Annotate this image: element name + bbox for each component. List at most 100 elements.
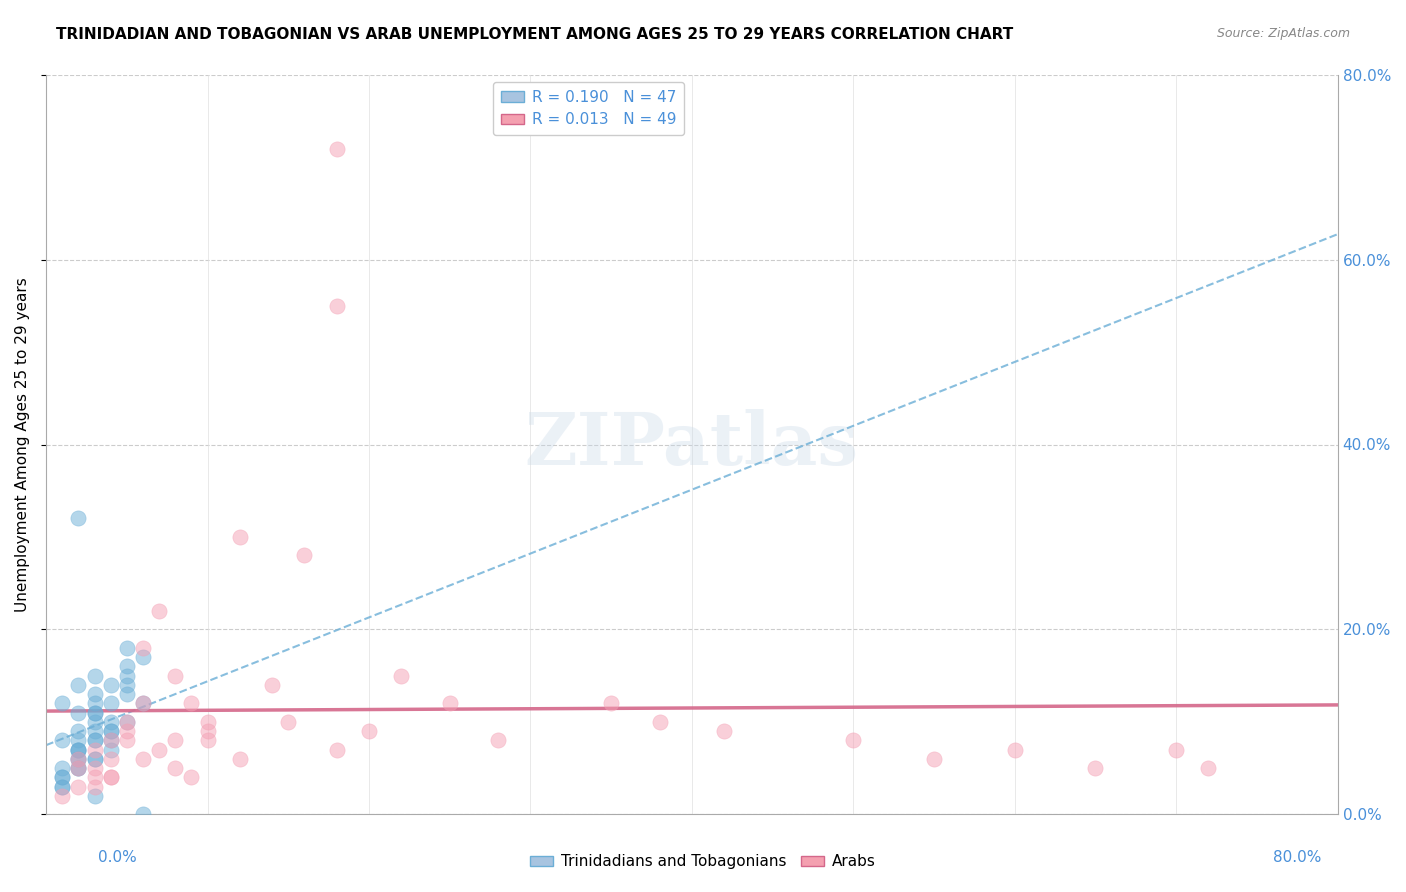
Point xyxy=(67,743,90,757)
Point xyxy=(132,640,155,655)
Point xyxy=(83,733,105,747)
Point xyxy=(600,697,623,711)
Point xyxy=(67,752,90,766)
Point xyxy=(83,752,105,766)
Point xyxy=(67,743,90,757)
Point xyxy=(132,697,155,711)
Point xyxy=(713,724,735,739)
Point xyxy=(180,697,202,711)
Point xyxy=(83,714,105,729)
Point xyxy=(83,669,105,683)
Point xyxy=(165,761,187,775)
Text: ZIPatlas: ZIPatlas xyxy=(524,409,859,480)
Point xyxy=(67,761,90,775)
Legend: R = 0.190   N = 47, R = 0.013   N = 49: R = 0.190 N = 47, R = 0.013 N = 49 xyxy=(494,82,683,135)
Point xyxy=(148,743,170,757)
Point xyxy=(100,771,122,785)
Point xyxy=(197,714,219,729)
Point xyxy=(67,706,90,720)
Point xyxy=(51,771,73,785)
Point xyxy=(100,724,122,739)
Point xyxy=(842,733,865,747)
Text: Source: ZipAtlas.com: Source: ZipAtlas.com xyxy=(1216,27,1350,40)
Point xyxy=(100,733,122,747)
Point xyxy=(51,789,73,803)
Point xyxy=(115,678,138,692)
Text: TRINIDADIAN AND TOBAGONIAN VS ARAB UNEMPLOYMENT AMONG AGES 25 TO 29 YEARS CORREL: TRINIDADIAN AND TOBAGONIAN VS ARAB UNEMP… xyxy=(56,27,1014,42)
Point xyxy=(100,678,122,692)
Point xyxy=(83,789,105,803)
Point xyxy=(197,724,219,739)
Point xyxy=(51,761,73,775)
Point xyxy=(1004,743,1026,757)
Point xyxy=(115,714,138,729)
Point xyxy=(115,687,138,701)
Point xyxy=(1166,743,1188,757)
Point xyxy=(115,733,138,747)
Point xyxy=(83,761,105,775)
Point xyxy=(100,752,122,766)
Point xyxy=(115,659,138,673)
Point xyxy=(325,141,347,155)
Point xyxy=(51,733,73,747)
Point xyxy=(439,697,461,711)
Point xyxy=(100,743,122,757)
Point xyxy=(100,697,122,711)
Point xyxy=(100,733,122,747)
Point xyxy=(83,724,105,739)
Point xyxy=(115,714,138,729)
Point xyxy=(67,780,90,794)
Point xyxy=(83,706,105,720)
Point xyxy=(51,697,73,711)
Point xyxy=(67,752,90,766)
Point xyxy=(83,687,105,701)
Legend: Trinidadians and Tobagonians, Arabs: Trinidadians and Tobagonians, Arabs xyxy=(524,848,882,875)
Point xyxy=(165,733,187,747)
Point xyxy=(67,678,90,692)
Point xyxy=(115,640,138,655)
Point xyxy=(922,752,945,766)
Point xyxy=(1198,761,1220,775)
Point xyxy=(325,743,347,757)
Point xyxy=(357,724,380,739)
Point xyxy=(100,771,122,785)
Point xyxy=(67,761,90,775)
Point xyxy=(100,724,122,739)
Point xyxy=(67,724,90,739)
Point xyxy=(51,771,73,785)
Point xyxy=(180,771,202,785)
Point xyxy=(67,743,90,757)
Point xyxy=(262,678,284,692)
Point xyxy=(148,604,170,618)
Point xyxy=(67,761,90,775)
Point xyxy=(389,669,412,683)
Point xyxy=(51,780,73,794)
Point xyxy=(132,697,155,711)
Point xyxy=(83,733,105,747)
Point xyxy=(197,733,219,747)
Point xyxy=(67,511,90,525)
Point xyxy=(294,549,316,563)
Point xyxy=(115,724,138,739)
Point xyxy=(67,733,90,747)
Point xyxy=(229,752,252,766)
Point xyxy=(83,780,105,794)
Point xyxy=(229,530,252,544)
Point xyxy=(100,714,122,729)
Point xyxy=(115,669,138,683)
Point xyxy=(83,706,105,720)
Y-axis label: Unemployment Among Ages 25 to 29 years: Unemployment Among Ages 25 to 29 years xyxy=(15,277,30,612)
Point xyxy=(132,752,155,766)
Point xyxy=(83,697,105,711)
Point xyxy=(83,752,105,766)
Point xyxy=(277,714,299,729)
Point xyxy=(51,780,73,794)
Point xyxy=(83,743,105,757)
Point xyxy=(325,299,347,313)
Point xyxy=(648,714,671,729)
Text: 80.0%: 80.0% xyxy=(1274,850,1322,865)
Point xyxy=(1084,761,1107,775)
Point xyxy=(132,807,155,822)
Point xyxy=(165,669,187,683)
Point xyxy=(83,771,105,785)
